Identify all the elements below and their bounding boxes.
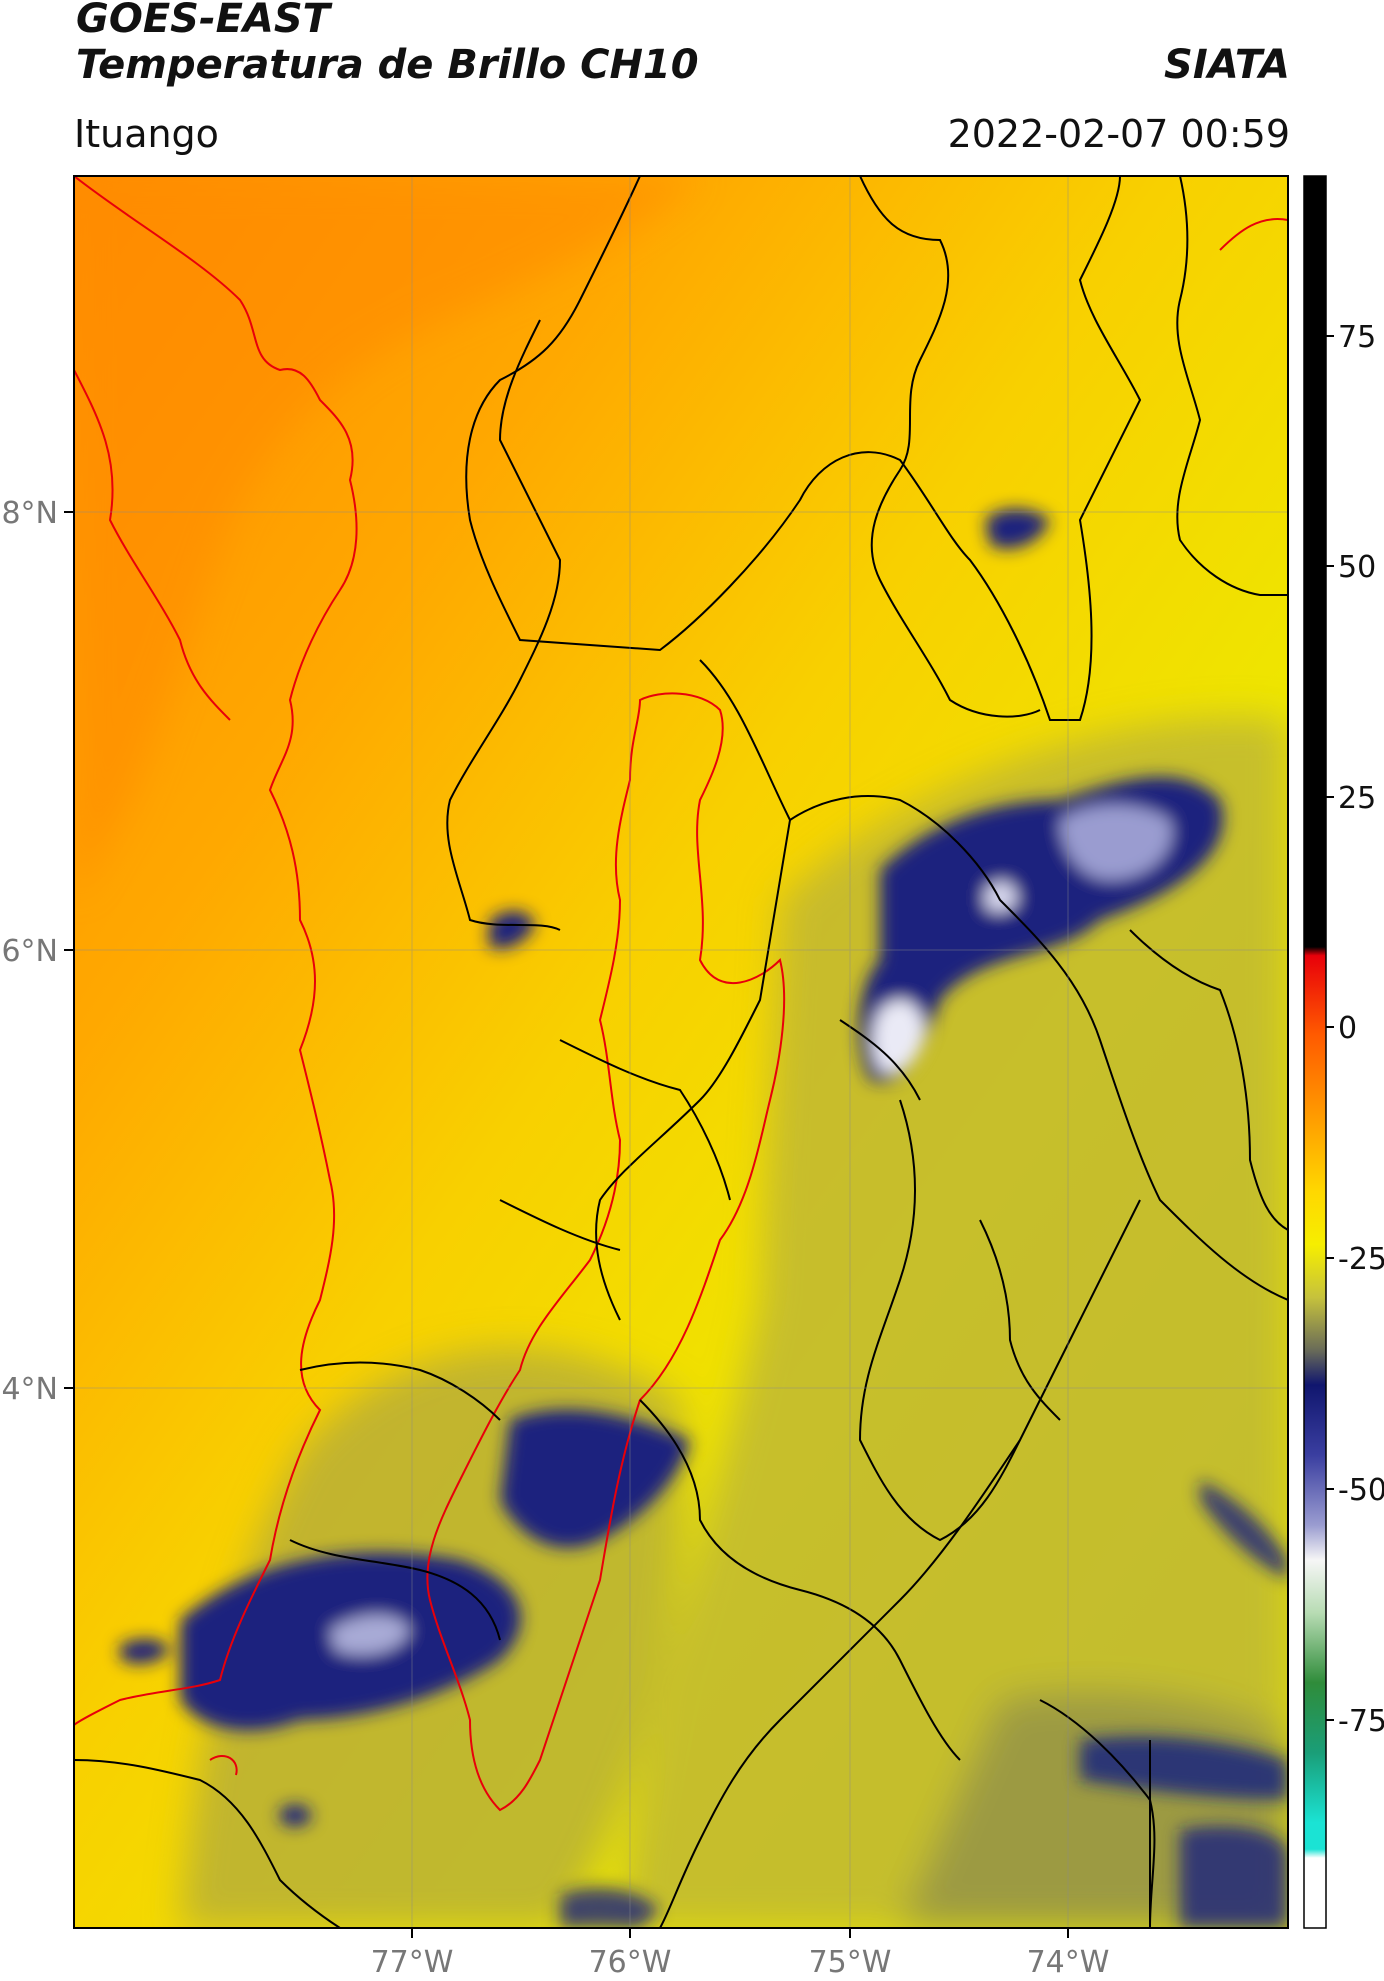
colorbar-tick-label: -75 [1338,1704,1384,1739]
title-line-2: Temperatura de Brillo CH10 [76,42,699,88]
region-label: Ituango [74,112,219,156]
lon-tick-label: 75°W [809,1945,892,1980]
lon-tick-label: 77°W [371,1945,454,1980]
colorbar-tick-label: 0 [1338,1011,1357,1046]
lon-tick-label: 74°W [1027,1945,1110,1980]
lat-tick-label: 6°N [1,934,58,969]
colorbar: 75 50 25 0 -25 -50 -75 [1303,175,1384,1929]
admin-borders [74,176,1288,1928]
lon-tick-label: 76°W [589,1945,672,1980]
brightness-temperature-field [74,176,1288,1928]
lat-tick-label: 8°N [1,496,58,531]
colorbar-ramp [1303,175,1327,1929]
organization-label: SIATA [1164,42,1290,88]
colorbar-tick-label: 75 [1338,320,1376,355]
coastline-and-basin [74,176,1288,1812]
colorbar-tick-label: 50 [1338,550,1376,585]
colorbar-tick-label: -50 [1338,1473,1384,1508]
map-frame [73,175,1289,1929]
lat-tick-label: 4°N [1,1372,58,1407]
colorbar-tick-label: -25 [1338,1242,1384,1277]
gridlines [74,176,1288,1928]
timestamp-label: 2022-02-07 00:59 [947,112,1290,156]
title-line-1: GOES-EAST [76,0,330,42]
colorbar-tick-label: 25 [1338,781,1376,816]
